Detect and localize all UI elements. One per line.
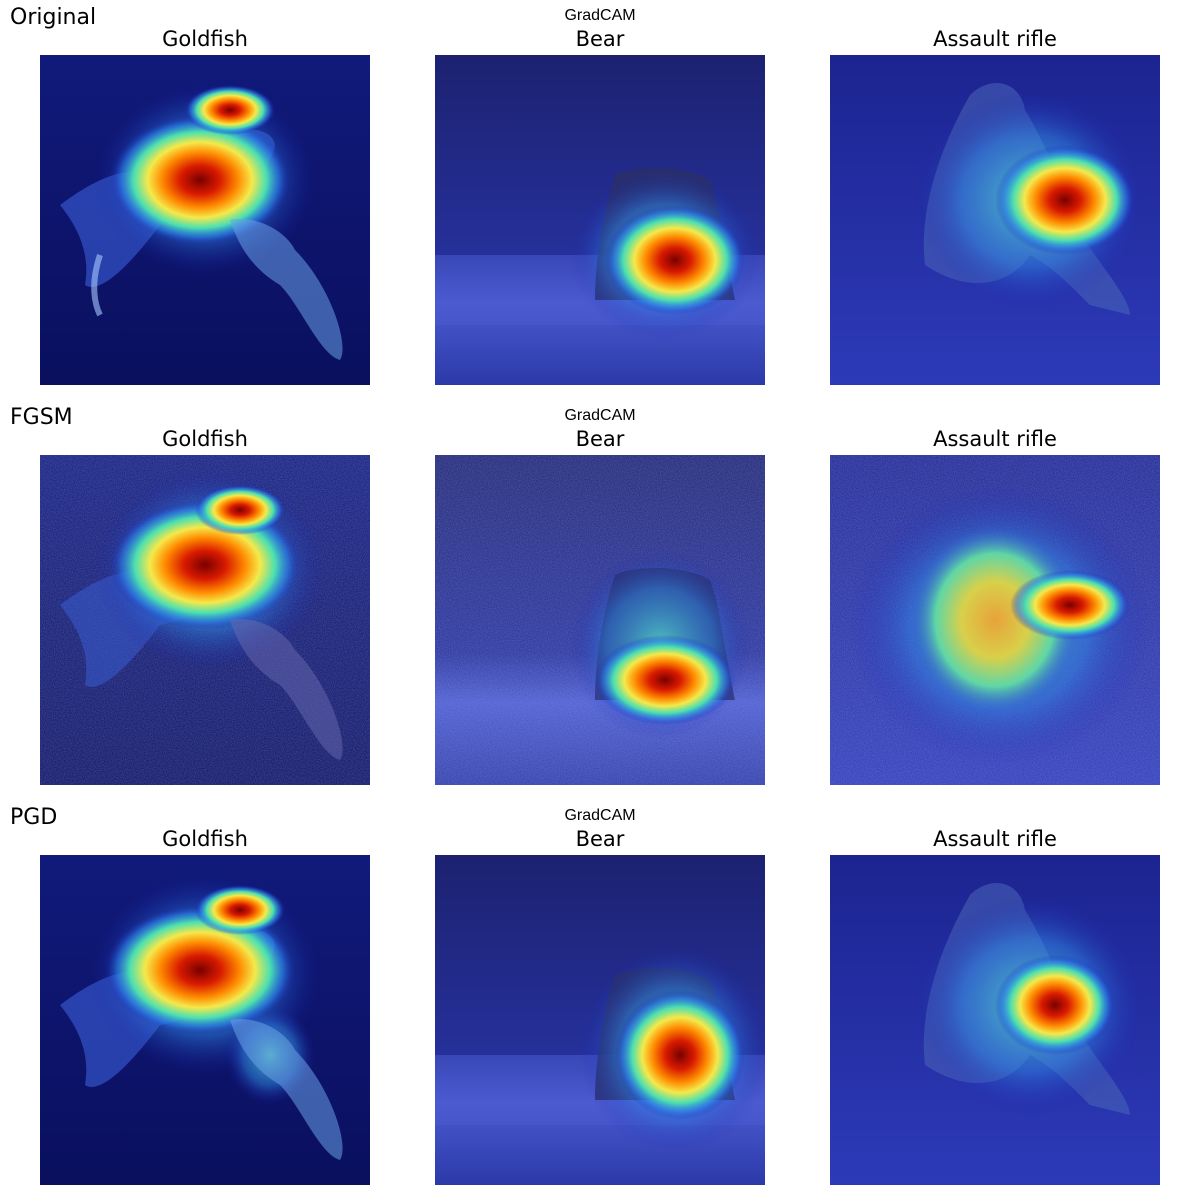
panel-title: Goldfish	[162, 427, 248, 451]
row-original: Original GradCAM Goldfish Bear Assault r…	[0, 0, 1200, 400]
panel-title: Bear	[575, 27, 625, 51]
row-pgd: PGD GradCAM Goldfish Bear Assault rifle	[0, 800, 1200, 1200]
row-label: PGD	[10, 805, 58, 830]
row-fgsm: FGSM GradCAM Goldfish Bear Assault rifle	[0, 400, 1200, 800]
goldfish-gradcam-fgsm-image	[40, 455, 370, 785]
panel-title: Goldfish	[162, 827, 248, 851]
panel-title: Bear	[575, 427, 625, 451]
panel-title: Assault rifle	[933, 27, 1057, 51]
suptitle: GradCAM	[564, 7, 636, 24]
panel-title: Bear	[575, 827, 625, 851]
bear-gradcam-image	[435, 55, 765, 385]
row-label: FGSM	[10, 405, 73, 430]
bear-gradcam-fgsm-image	[435, 455, 765, 785]
goldfish-gradcam-image	[40, 55, 370, 385]
row-label: Original	[10, 5, 97, 30]
soldier-rifle-gradcam-fgsm-image	[830, 455, 1160, 785]
soldier-rifle-gradcam-image	[830, 55, 1160, 385]
panel-title: Goldfish	[162, 27, 248, 51]
bear-gradcam-pgd-image	[435, 855, 765, 1185]
panel-title: Assault rifle	[933, 827, 1057, 851]
soldier-rifle-gradcam-pgd-image	[830, 855, 1160, 1185]
suptitle: GradCAM	[564, 407, 636, 424]
goldfish-gradcam-pgd-image	[40, 855, 370, 1185]
panel-title: Assault rifle	[933, 427, 1057, 451]
suptitle: GradCAM	[564, 807, 636, 824]
